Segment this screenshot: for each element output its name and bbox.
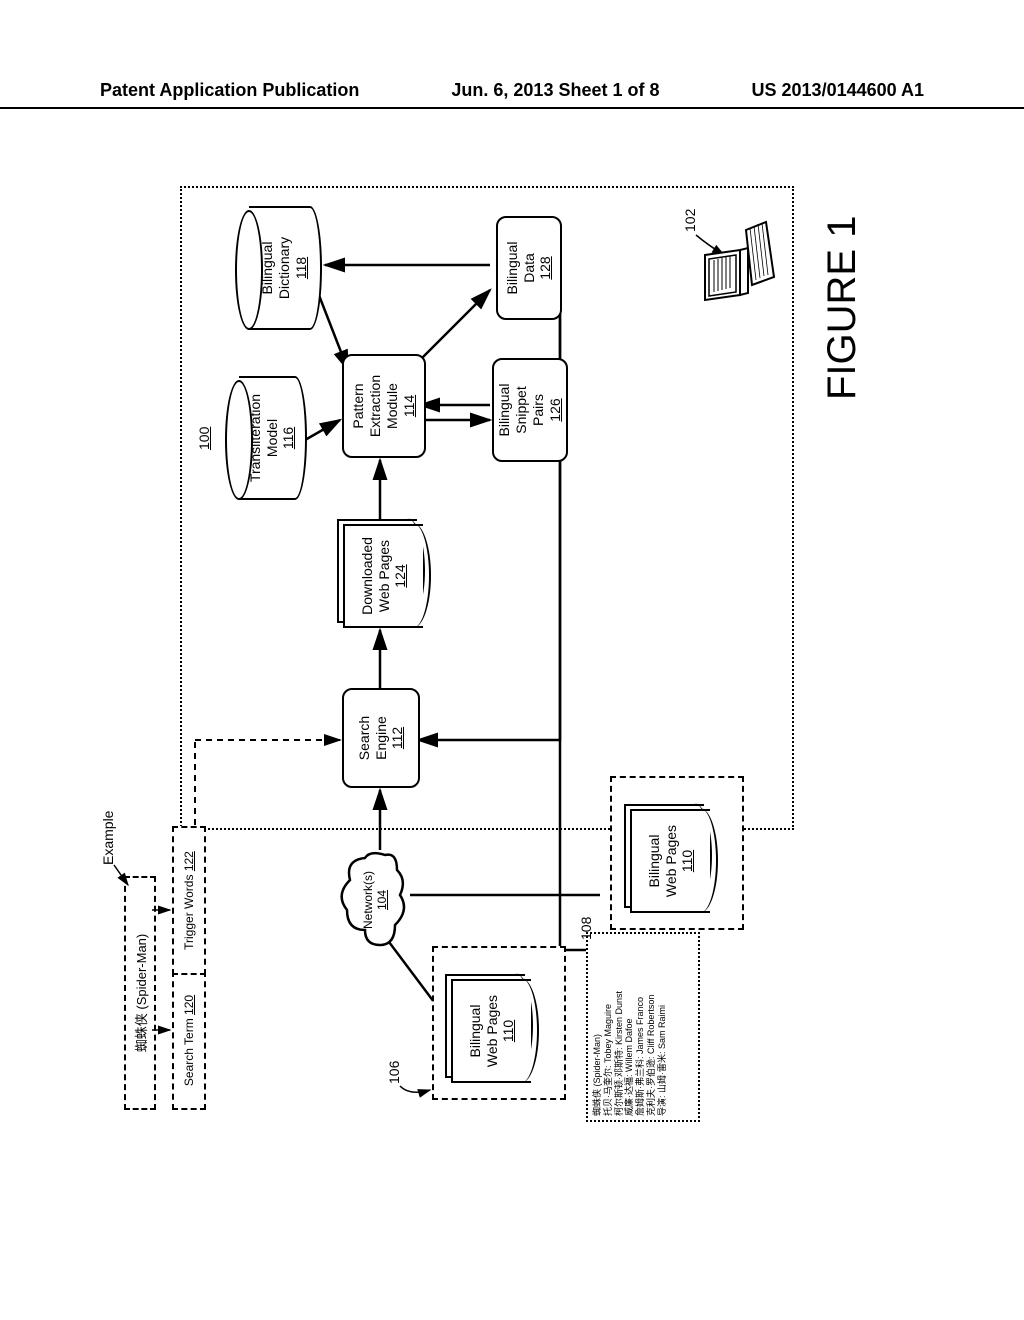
- search-engine-box: Search Engine 112: [342, 688, 420, 788]
- page-header: Patent Application Publication Jun. 6, 2…: [0, 80, 1024, 109]
- figure-area: 100 蜘蛛侠 (Spider-Man) Example: [100, 160, 924, 1140]
- cast-text: 蜘蛛侠 (Spider-Man) 托贝·马奎尔: Tobey Maguire 柯…: [588, 934, 672, 1120]
- ref-102: 102: [682, 209, 698, 232]
- search-term-box: Search Term 120: [172, 971, 206, 1110]
- cast-list: 蜘蛛侠 (Spider-Man) 托贝·马奎尔: Tobey Maguire 柯…: [586, 932, 700, 1122]
- ref-106: 106: [386, 1061, 402, 1084]
- network-cloud: Network(s) 104: [335, 850, 415, 950]
- bilingual-data: Bilingual Data 128: [496, 216, 562, 320]
- header-right: US 2013/0144600 A1: [752, 80, 924, 101]
- ref-108: 108: [578, 917, 594, 940]
- header-left: Patent Application Publication: [100, 80, 359, 101]
- downloaded-pages: Downloaded Web Pages 124: [343, 524, 423, 628]
- bilingual-pages-a: Bilingual Web Pages 110: [451, 979, 531, 1083]
- trigger-words-box: Trigger Words 122: [172, 826, 206, 975]
- bilingual-pages-b: Bilingual Web Pages 110: [630, 809, 710, 913]
- header-center: Jun. 6, 2013 Sheet 1 of 8: [451, 80, 659, 101]
- pattern-extraction-box: Pattern Extraction Module 114: [342, 354, 426, 458]
- transliteration-model: Transliteration Model 116: [225, 380, 305, 500]
- figure-label: FIGURE 1: [820, 216, 865, 400]
- bilingual-dictionary: Bilingual Dictionary 118: [235, 210, 320, 330]
- bilingual-snippet-pairs: Bilingual Snippet Pairs 126: [492, 358, 568, 462]
- diagram: 100 蜘蛛侠 (Spider-Man) Example: [100, 160, 924, 1140]
